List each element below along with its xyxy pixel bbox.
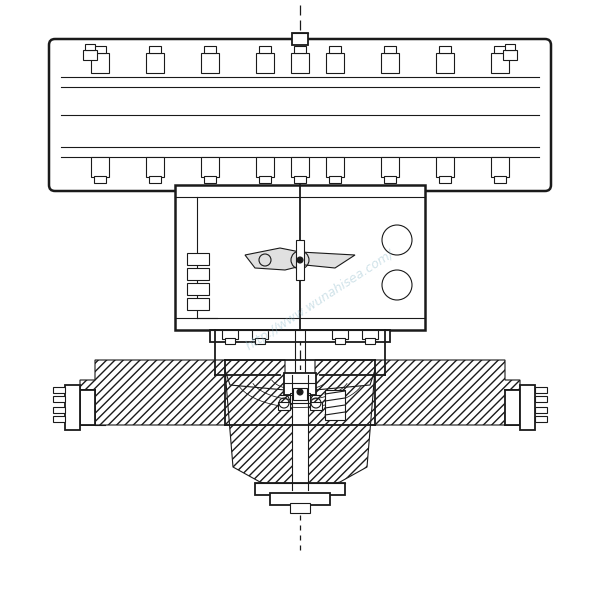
Bar (439, 46, 451, 53)
Bar (53, 407, 65, 413)
Bar (290, 503, 310, 513)
Polygon shape (245, 248, 355, 270)
Bar (85, 44, 95, 50)
Bar (94, 176, 106, 183)
Bar (175, 185, 425, 330)
Bar (335, 338, 345, 344)
Bar (146, 53, 164, 73)
Bar (204, 46, 216, 53)
Bar (278, 402, 290, 410)
Bar (256, 157, 274, 177)
Bar (535, 407, 547, 413)
Text: http://www.wunahisea.com/: http://www.wunahisea.com/ (244, 247, 397, 353)
Bar (329, 46, 341, 53)
Bar (94, 46, 106, 53)
Bar (329, 176, 341, 183)
Bar (381, 53, 399, 73)
Bar (222, 330, 238, 339)
Bar (520, 385, 535, 430)
Bar (91, 157, 109, 177)
Bar (362, 330, 378, 339)
Polygon shape (308, 360, 520, 425)
Bar (332, 330, 348, 339)
FancyBboxPatch shape (49, 39, 551, 191)
Bar (491, 157, 509, 177)
Bar (325, 390, 345, 420)
Bar (535, 416, 547, 422)
Bar (291, 53, 309, 73)
Circle shape (297, 389, 303, 395)
Bar (292, 33, 308, 45)
Bar (436, 53, 454, 73)
Bar (149, 46, 161, 53)
Bar (491, 53, 509, 73)
Bar (225, 338, 235, 344)
Bar (149, 176, 161, 183)
Bar (326, 53, 344, 73)
Bar (80, 390, 95, 425)
Bar (296, 240, 304, 280)
Bar (210, 330, 390, 342)
Circle shape (297, 257, 303, 263)
Bar (187, 298, 209, 310)
Bar (83, 50, 97, 60)
Bar (384, 46, 396, 53)
Bar (53, 416, 65, 422)
Polygon shape (80, 360, 292, 425)
Bar (505, 390, 520, 425)
Bar (255, 483, 345, 495)
Bar (439, 176, 451, 183)
Bar (294, 46, 306, 53)
Bar (201, 53, 219, 73)
Bar (326, 157, 344, 177)
Bar (436, 157, 454, 177)
Bar (292, 370, 308, 495)
Bar (494, 176, 506, 183)
Bar (505, 44, 515, 50)
Bar (284, 373, 316, 395)
Bar (201, 157, 219, 177)
Bar (384, 176, 396, 183)
Bar (252, 330, 268, 339)
Bar (256, 53, 274, 73)
Bar (291, 157, 309, 177)
Bar (503, 50, 517, 60)
Bar (53, 396, 65, 402)
Bar (91, 53, 109, 73)
Bar (290, 393, 310, 403)
Bar (535, 396, 547, 402)
Bar (310, 402, 322, 410)
Bar (255, 338, 265, 344)
Bar (381, 157, 399, 177)
Bar (293, 388, 307, 400)
Bar (294, 176, 306, 183)
Polygon shape (225, 370, 375, 490)
Bar (146, 157, 164, 177)
Bar (187, 283, 209, 295)
Bar (187, 253, 209, 265)
Bar (53, 387, 65, 393)
Bar (187, 268, 209, 280)
Bar (259, 46, 271, 53)
Bar (494, 46, 506, 53)
Bar (535, 387, 547, 393)
Bar (270, 493, 330, 505)
Bar (259, 176, 271, 183)
Bar (365, 338, 375, 344)
Bar (65, 385, 80, 430)
Bar (204, 176, 216, 183)
